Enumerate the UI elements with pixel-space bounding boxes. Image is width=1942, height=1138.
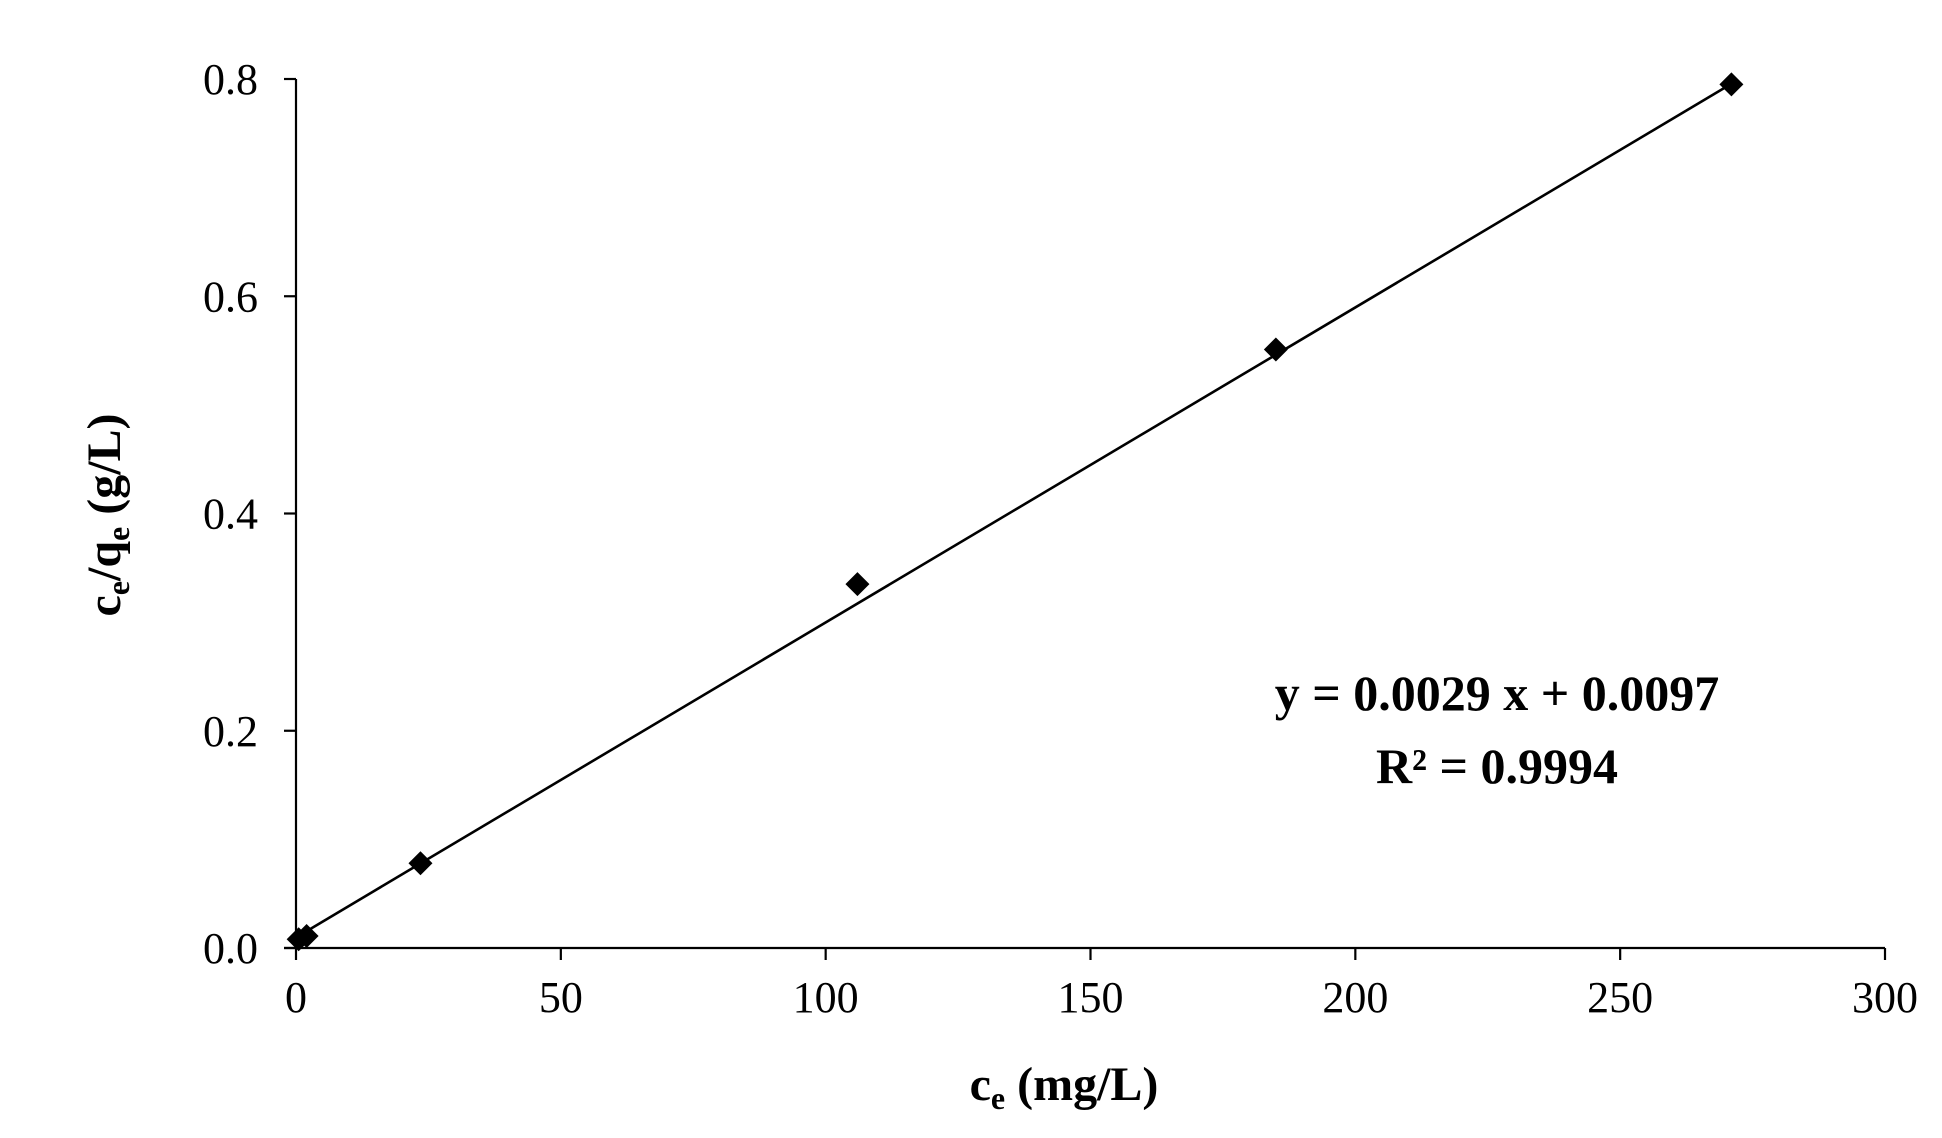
y-axis-ticks: 0.0 0.2 0.4 0.6 0.8 bbox=[203, 55, 296, 973]
trendline bbox=[295, 82, 1733, 939]
y-tick-label: 0.6 bbox=[203, 272, 258, 321]
x-tick-label: 300 bbox=[1852, 973, 1918, 1022]
x-tick-label: 100 bbox=[793, 973, 859, 1022]
x-tick-label: 150 bbox=[1058, 973, 1124, 1022]
x-tick-label: 250 bbox=[1587, 973, 1653, 1022]
x-tick-label: 50 bbox=[539, 973, 583, 1022]
y-tick-label: 0.2 bbox=[203, 707, 258, 756]
trendline-equation: y = 0.0029 x + 0.0097 bbox=[1275, 665, 1719, 721]
x-tick-label: 200 bbox=[1322, 973, 1388, 1022]
y-tick-label: 0.0 bbox=[203, 924, 258, 973]
data-point bbox=[1263, 337, 1288, 362]
y-tick-label: 0.8 bbox=[203, 55, 258, 104]
x-axis-title: ce (mg/L) bbox=[970, 1058, 1159, 1116]
data-point bbox=[1719, 72, 1744, 97]
y-axis-title: ce/qe (g/L) bbox=[78, 413, 136, 616]
x-tick-label: 0 bbox=[285, 973, 307, 1022]
data-point bbox=[294, 924, 319, 949]
data-points bbox=[286, 72, 1744, 952]
y-tick-label: 0.4 bbox=[203, 490, 258, 539]
data-point bbox=[408, 851, 433, 876]
data-point bbox=[845, 572, 870, 597]
r-squared-label: R² = 0.9994 bbox=[1376, 738, 1618, 794]
x-axis-ticks: 0 50 100 150 200 250 300 bbox=[285, 948, 1918, 1022]
